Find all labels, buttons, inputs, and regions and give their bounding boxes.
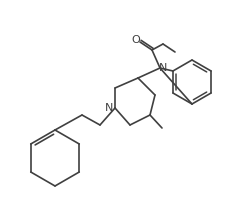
Text: O: O [131, 35, 140, 45]
Text: N: N [158, 63, 167, 73]
Text: N: N [104, 103, 113, 113]
